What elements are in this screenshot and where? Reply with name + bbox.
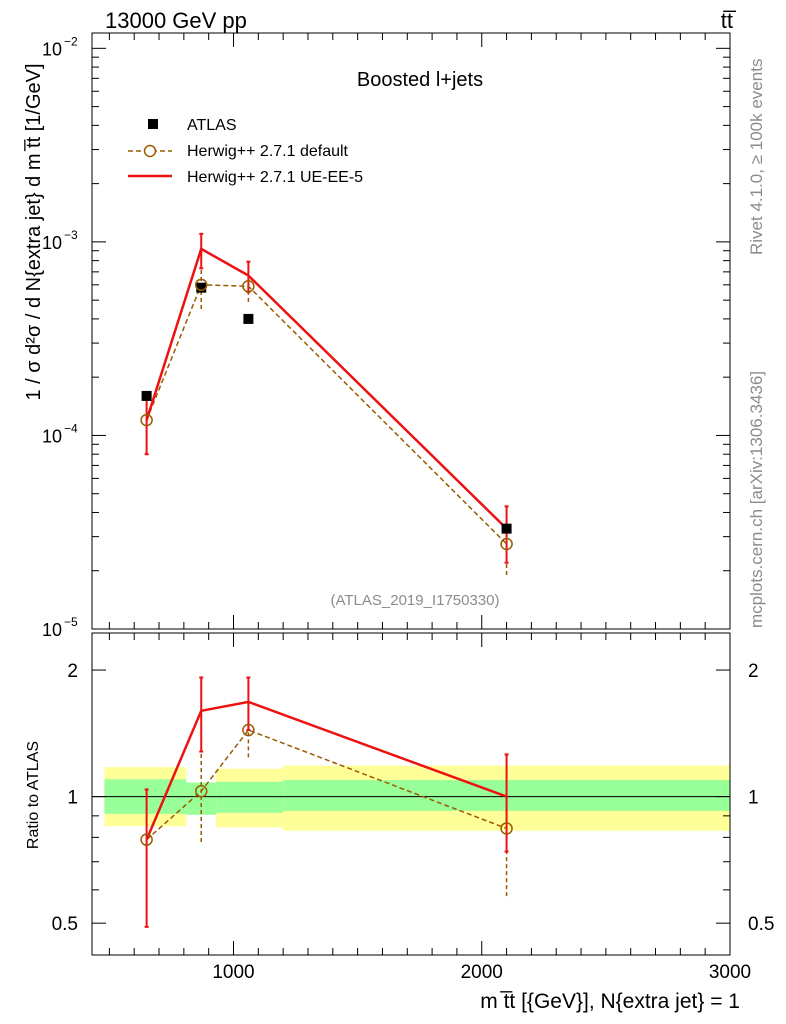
ratio-panel: 0.5 0.5 1 1 2 2 1000 2000 3000 Ratio to ATLAS m … [25,632,774,1013]
y-tick-label: 10 [42,39,62,59]
y-tick-exponent: −5 [64,615,78,629]
main-ylabel: 1 / σ d²σ / d N{extra jet} d m t̅t [1/Ge… [23,63,45,400]
main-panel: 10−210−310−410−5 Boosted l+jets (ATLAS_2… [23,32,731,640]
ratio-frame [91,632,731,956]
x-tick-label: 2000 [461,962,503,983]
herwig-default-point [500,537,513,551]
ratio-default-point [500,822,513,835]
ratio-default-point [140,833,153,846]
atlas-data-point [243,313,254,324]
y-tick-exponent: −4 [64,421,78,435]
ratio-y-tick-label-right: 1 [748,788,759,809]
y-tick-label: 10 [42,620,62,640]
ratio-ylabel: Ratio to ATLAS [25,741,42,849]
legend-default-label: Herwig++ 2.7.1 default [187,143,349,160]
energy-label: 13000 GeV pp [105,8,247,33]
mcplots-label: mcplots.cern.ch [arXiv:1306.3436] [747,371,766,628]
legend: ATLAS Herwig++ 2.7.1 default Herwig++ 2.… [128,117,363,186]
main-frame [91,32,731,630]
ratio-y-tick-label: 0.5 [52,914,78,935]
process-label: tt̅ [721,8,737,33]
y-tick-exponent: −2 [64,34,78,48]
chart-title: Boosted l+jets [357,69,483,91]
herwig-default-point [140,413,153,427]
legend-atlas-label: ATLAS [187,117,237,134]
herwig-default-point [194,278,208,292]
legend-default-marker [143,144,157,158]
ratio-y-tick-label-right: 2 [748,661,759,682]
ratio-default-line [146,729,507,841]
legend-atlas-marker [148,119,158,129]
ratio-default-point [194,784,208,798]
atlas-data-point [141,390,152,401]
x-tick-label: 1000 [212,962,254,983]
ratio-y-tick-label: 1 [67,788,78,809]
y-tick-label: 10 [42,426,62,446]
herwig-ue-line [145,247,508,530]
atlas-data-point [501,523,512,534]
ratio-default-point [242,723,255,737]
x-tick-label: 3000 [709,962,751,983]
rivet-version-label: Rivet 4.1.0, ≥ 100k events [747,59,766,255]
uncertainty-band-inner [216,781,284,813]
ratio-y-tick-label-right: 0.5 [748,914,774,935]
ratio-ue-line [145,700,508,841]
herwig-default-line [145,284,508,545]
analysis-tag: (ATLAS_2019_I1750330) [330,592,499,609]
atlas-data-point [196,282,207,293]
herwig-default-point [242,279,255,293]
ratio-y-tick-label: 2 [67,661,78,682]
y-tick-label: 10 [42,233,62,253]
legend-ue-label: Herwig++ 2.7.1 UE-EE-5 [187,169,363,186]
x-axis-label: m t̅t [{GeV}], N{extra jet} = 1 [480,990,740,1013]
y-tick-exponent: −3 [64,228,78,242]
